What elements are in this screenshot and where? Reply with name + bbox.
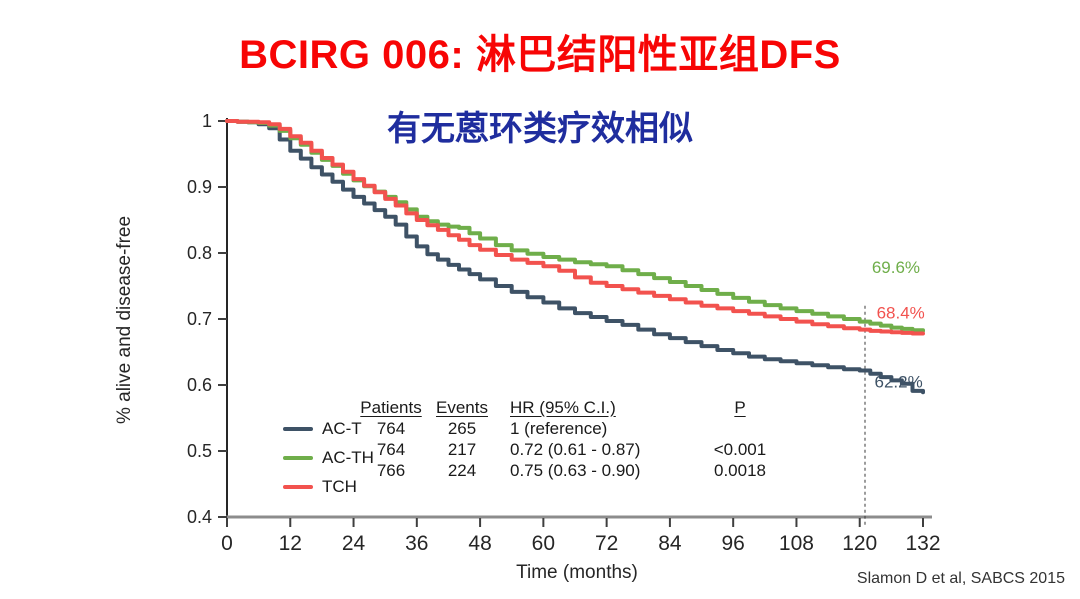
legend-label-ac-th: AC-TH [322,447,374,467]
stats-table: Patients Events HR (95% C.I.) P 764 265 … [352,394,790,481]
y-axis-title: % alive and disease-free [114,216,135,424]
ac-t-line-swatch [283,426,313,431]
stats-row-ac-t: 764 265 1 (reference) [352,418,790,439]
legend-label-tch: TCH [322,476,357,496]
ac-t-events: 265 [447,418,477,438]
stats-row-tch: 766 224 0.75 (0.63 - 0.90) 0.0018 [352,460,790,481]
km-curve-tch [225,119,925,336]
col-header-hr: HR (95% C.I.) [510,398,616,417]
col-header-events: Events [436,398,488,417]
x-tick-label: 132 [905,532,940,555]
x-axis-title: Time (months) [516,562,638,583]
y-tick-label: 0.8 [187,243,212,263]
tch-line-swatch [283,484,313,489]
legend-item-ac-t: AC-T [283,414,374,443]
x-tick-label: 48 [468,532,491,555]
slide-title: BCIRG 006: 淋巴结阳性亚组DFS [239,33,841,77]
x-tick-label: 36 [405,532,428,555]
legend-label-ac-t: AC-T [322,418,362,438]
x-tick-label: 120 [842,532,877,555]
y-tick-label: 0.4 [187,507,212,527]
end-label-tch: 68.4% [877,303,925,322]
end-label-ac-th: 69.6% [872,258,920,277]
ac-t-p [690,418,790,439]
ac-th-line-swatch [283,455,313,460]
citation-text: Slamon D et al, SABCS 2015 [856,570,1065,587]
y-tick-label: 1 [202,111,212,131]
y-tick-label: 0.5 [187,441,212,461]
col-header-p: P [734,398,746,417]
x-tick-label: 96 [722,532,745,555]
x-tick-label: 24 [342,532,366,555]
curve-legend: AC-T AC-TH TCH [283,414,374,501]
ac-t-hr: 1 (reference) [510,418,608,438]
stats-header-row: Patients Events HR (95% C.I.) P [352,394,790,418]
ac-th-p: <0.001 [713,439,767,459]
slide-subtitle: 有无蒽环类疗效相似 [387,110,693,148]
x-tick-label: 72 [595,532,618,555]
legend-item-tch: TCH [283,472,374,501]
tch-p: 0.0018 [714,460,766,480]
x-tick-label: 0 [221,532,233,555]
x-tick-label: 84 [658,532,682,555]
col-header-patients: Patients [360,398,422,417]
km-curve-ac-t [225,119,925,395]
y-tick-label: 0.9 [187,177,212,197]
x-tick-label: 12 [279,532,302,555]
legend-item-ac-th: AC-TH [283,443,374,472]
ac-th-hr: 0.72 (0.61 - 0.87) [510,439,641,459]
x-tick-label: 60 [532,532,555,555]
km-curve-ac-th [225,119,925,333]
tch-events: 224 [447,460,477,480]
y-tick-label: 0.7 [187,309,212,329]
ac-th-events: 217 [447,439,477,459]
tch-hr: 0.75 (0.63 - 0.90) [510,460,641,480]
ac-th-patients: 764 [376,439,406,459]
stats-row-ac-th: 764 217 0.72 (0.61 - 0.87) <0.001 [352,439,790,460]
tch-patients: 766 [376,460,406,480]
ac-t-patients: 764 [376,418,406,438]
y-tick-label: 0.6 [187,375,212,395]
x-tick-label: 108 [779,532,814,555]
